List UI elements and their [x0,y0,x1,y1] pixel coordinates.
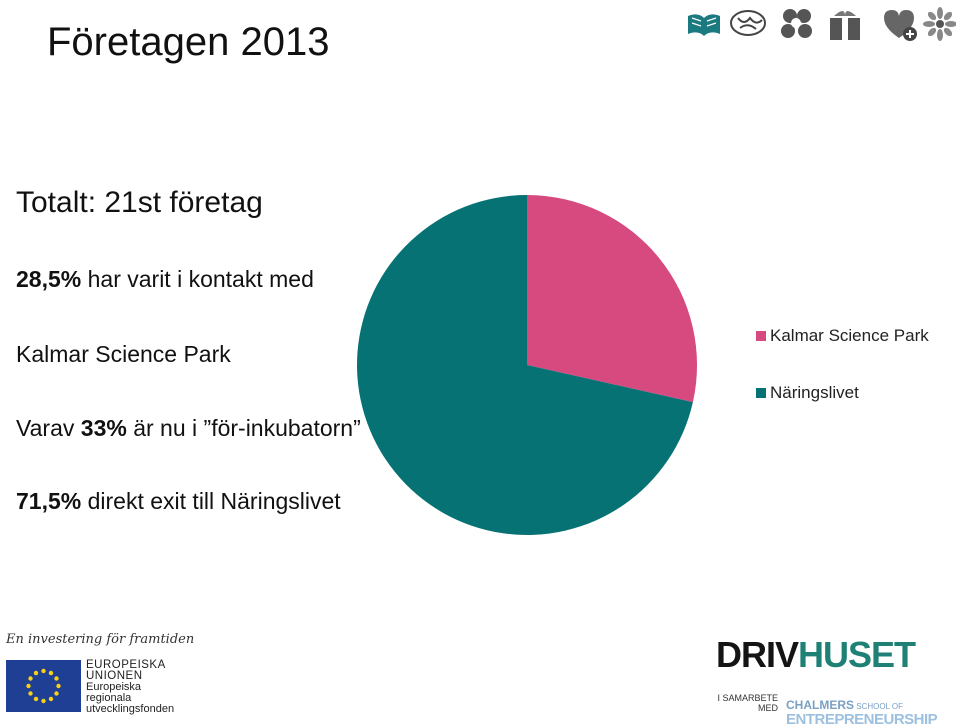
eu-star [54,691,59,696]
eu-line2: UNIONEN [86,670,143,682]
eu-star [33,696,39,702]
drivhuset-part2: HUSET [798,634,916,675]
pie-slice-kalmar [527,195,697,403]
eu-text-logo: EUROPEISKA UNIONEN Europeiska regionala … [86,659,175,715]
legend-label-naringslivet: Näringslivet [770,383,859,402]
legend-item-kalmar: Kalmar Science Park [756,326,929,346]
contact-rest: har varit i kontakt med [81,266,314,292]
incubator-prefix: Varav [16,415,81,441]
eu-line5: utvecklingsfonden [86,703,175,715]
eu-flag-logo [6,660,81,712]
eu-star [41,698,46,704]
eu-star [41,668,46,674]
eu-star [33,670,39,676]
brain-icon [730,10,766,36]
eu-star [48,696,54,702]
eu-star [28,691,33,696]
top-icon-strip [688,7,956,41]
contact-text: 28,5% har varit i kontakt med [16,266,314,293]
pie-chart [356,195,697,535]
samarbete-text: I SAMARBETE MED [717,693,778,713]
incubator-percent: 33% [80,415,127,441]
pie-slice-naringslivet [356,195,693,535]
legend-item-naringslivet: Näringslivet [756,383,859,403]
exit-text: 71,5% direkt exit till Näringslivet [16,488,341,515]
incubator-rest: är nu i ”för-inkubatorn” [126,415,361,441]
eu-star [56,683,61,689]
eu-star [48,670,54,676]
legend-swatch-naringslivet [756,388,766,398]
gift-icon [830,11,860,40]
eu-star [26,683,31,689]
exit-rest: direkt exit till Näringslivet [81,488,341,514]
chalmers-part2: SCHOOL OF [854,702,904,711]
chalmers-part1: CHALMERS [786,698,854,712]
flower-icon [923,7,956,41]
book-icon [688,14,720,36]
legend-label-kalmar: Kalmar Science Park [770,326,929,345]
eu-line3: Europeiska [86,681,142,693]
drivhuset-part1: DRIV [716,634,799,675]
slide-title: Företagen 2013 [47,20,330,64]
chalmers-logo: CHALMERS SCHOOL OF ENTREPRENEURSHIP [786,696,938,728]
eu-line4: regionala [86,692,132,704]
exit-percent: 71,5% [16,488,82,514]
heart-plus-icon [884,10,917,41]
legend-swatch-kalmar [756,331,766,341]
contact-org-text: Kalmar Science Park [16,341,231,367]
eu-star [28,676,33,681]
total-companies-text: Totalt: 21st företag [16,186,263,219]
contact-percent: 28,5% [16,266,82,292]
eu-tagline: En investering för framtiden [6,632,195,647]
incubator-text: Varav 33% är nu i ”för-inkubatorn” [16,415,361,442]
drivhuset-logo: DRIVHUSET [716,634,916,676]
eu-line1: EUROPEISKA [86,659,166,671]
eu-star [54,676,59,681]
chalmers-part3: ENTREPRENEURSHIP [786,711,938,728]
people-icon [781,9,812,38]
